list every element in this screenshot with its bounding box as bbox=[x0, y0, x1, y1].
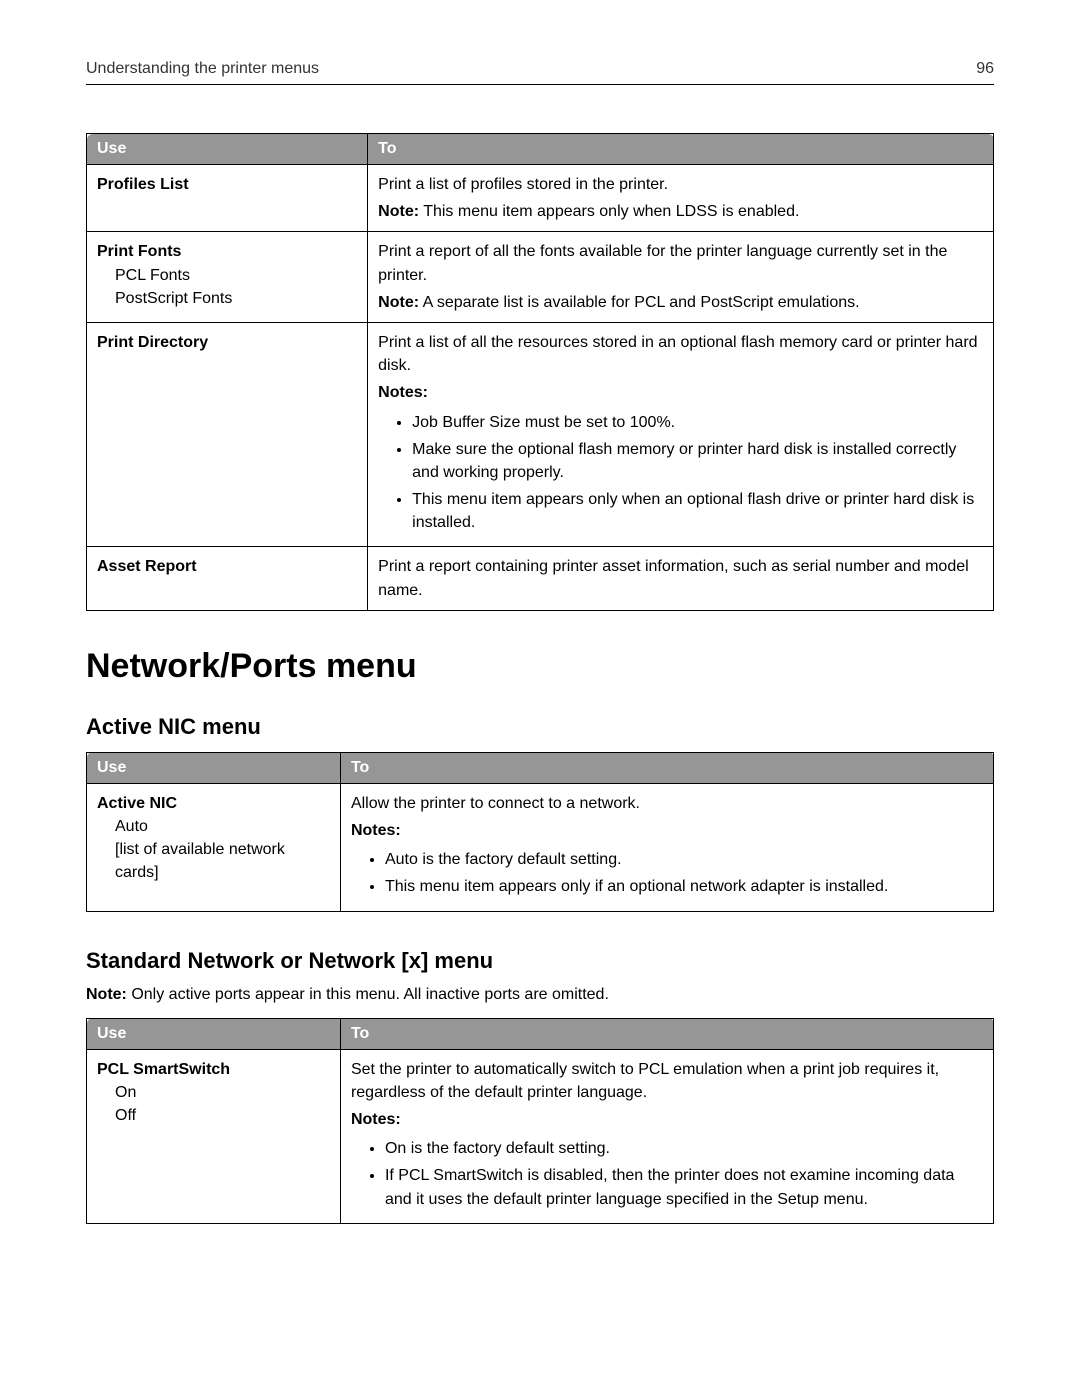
to-text: Set the printer to automatically switch … bbox=[351, 1058, 983, 1104]
table-header-use: Use bbox=[87, 752, 341, 783]
list-item: If PCL SmartSwitch is disabled, then the… bbox=[385, 1164, 983, 1210]
table-header-to: To bbox=[340, 752, 993, 783]
use-label: PCL SmartSwitch bbox=[97, 1061, 230, 1078]
use-label: Active NIC bbox=[97, 795, 177, 812]
to-text: Print a report of all the fonts availabl… bbox=[378, 240, 983, 286]
header-page-number: 96 bbox=[976, 60, 994, 78]
table-header-use: Use bbox=[87, 1018, 341, 1049]
table-row: Profiles List Print a list of profiles s… bbox=[87, 165, 994, 232]
section-heading: Network/Ports menu bbox=[86, 647, 994, 686]
list-item: Make sure the optional flash memory or p… bbox=[412, 438, 983, 484]
notes-label: Notes: bbox=[351, 819, 983, 842]
list-item: Job Buffer Size must be set to 100%. bbox=[412, 411, 983, 434]
use-sub-option: Auto bbox=[115, 815, 330, 838]
to-text: Print a report containing printer asset … bbox=[378, 555, 983, 601]
use-sub-option: On bbox=[115, 1081, 330, 1104]
table-row: Active NIC Auto [list of available netwo… bbox=[87, 783, 994, 911]
reports-menu-table: Use To Profiles List Print a list of pro… bbox=[86, 133, 994, 611]
active-nic-table: Use To Active NIC Auto [list of availabl… bbox=[86, 752, 994, 912]
to-text: Print a list of all the resources stored… bbox=[378, 331, 983, 377]
to-note: Note: This menu item appears only when L… bbox=[378, 200, 983, 223]
notes-list: Job Buffer Size must be set to 100%. Mak… bbox=[378, 411, 983, 535]
use-sub-option: [list of available network cards] bbox=[115, 838, 330, 884]
to-note: Note: A separate list is available for P… bbox=[378, 291, 983, 314]
header-rule bbox=[86, 84, 994, 85]
notes-list: On is the factory default setting. If PC… bbox=[351, 1137, 983, 1211]
list-item: Auto is the factory default setting. bbox=[385, 848, 983, 871]
table-row: Asset Report Print a report containing p… bbox=[87, 547, 994, 610]
table-row: PCL SmartSwitch On Off Set the printer t… bbox=[87, 1049, 994, 1223]
list-item: On is the factory default setting. bbox=[385, 1137, 983, 1160]
list-item: This menu item appears only when an opti… bbox=[412, 488, 983, 534]
use-label: Asset Report bbox=[97, 558, 197, 575]
table-header-use: Use bbox=[87, 134, 368, 165]
table-row: Print Directory Print a list of all the … bbox=[87, 322, 994, 547]
use-sub-option: PCL Fonts bbox=[115, 264, 357, 287]
notes-list: Auto is the factory default setting. Thi… bbox=[351, 848, 983, 898]
section-note: Note: Only active ports appear in this m… bbox=[86, 986, 994, 1004]
to-text: Print a list of profiles stored in the p… bbox=[378, 173, 983, 196]
subsection-heading: Standard Network or Network [x] menu bbox=[86, 948, 994, 974]
header-title: Understanding the printer menus bbox=[86, 60, 319, 78]
table-row: Print Fonts PCL Fonts PostScript Fonts P… bbox=[87, 232, 994, 323]
page-header: Understanding the printer menus 96 bbox=[86, 60, 994, 78]
notes-label: Notes: bbox=[378, 381, 983, 404]
notes-label: Notes: bbox=[351, 1108, 983, 1131]
list-item: This menu item appears only if an option… bbox=[385, 875, 983, 898]
subsection-heading: Active NIC menu bbox=[86, 714, 994, 740]
standard-network-table: Use To PCL SmartSwitch On Off Set the pr… bbox=[86, 1018, 994, 1224]
use-label: Profiles List bbox=[97, 176, 189, 193]
use-sub-option: PostScript Fonts bbox=[115, 287, 357, 310]
to-text: Allow the printer to connect to a networ… bbox=[351, 792, 983, 815]
table-header-to: To bbox=[340, 1018, 993, 1049]
table-header-to: To bbox=[368, 134, 994, 165]
use-sub-option: Off bbox=[115, 1104, 330, 1127]
use-label: Print Fonts bbox=[97, 243, 181, 260]
use-label: Print Directory bbox=[97, 334, 208, 351]
